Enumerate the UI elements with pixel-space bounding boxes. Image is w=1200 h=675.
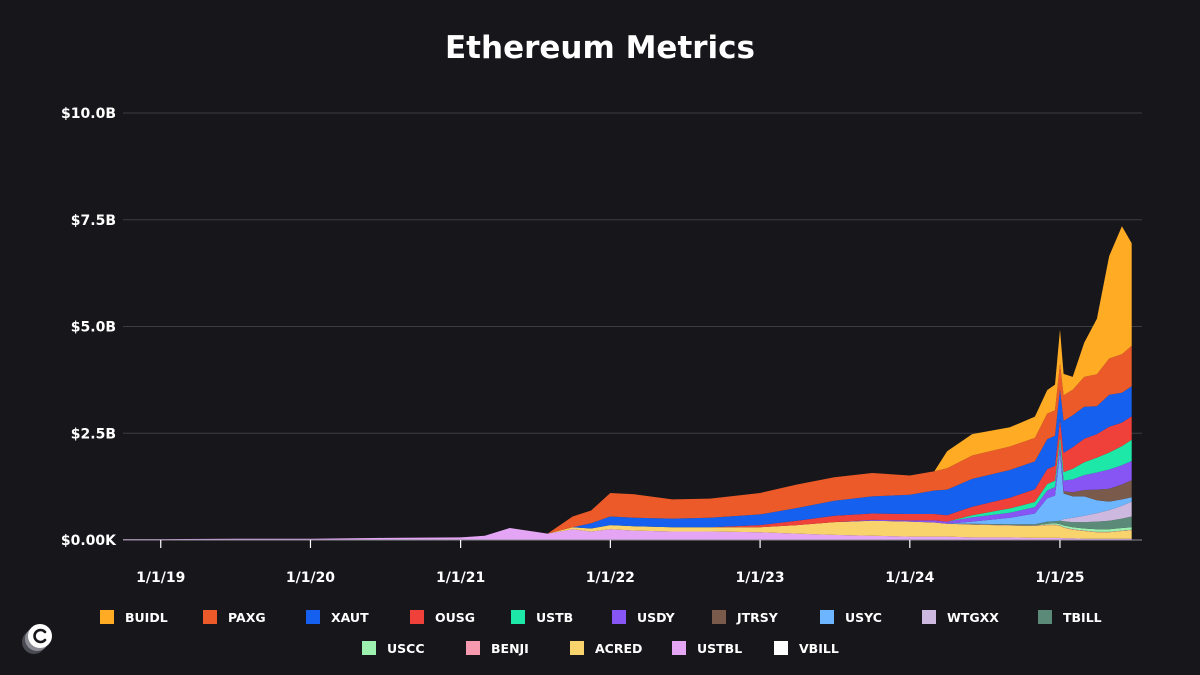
legend-swatch	[100, 610, 114, 624]
legend-label: PAXG	[228, 610, 266, 625]
legend-swatch	[466, 641, 480, 655]
legend-item-buidl: BUIDL	[100, 610, 168, 625]
legend-item-paxg: PAXG	[203, 610, 266, 625]
legend-item-benji: BENJI	[466, 641, 529, 656]
y-tick-label: $5.0B	[71, 320, 116, 336]
x-tick-label: 1/1/19	[136, 570, 185, 586]
legend-item-ousg: OUSG	[410, 610, 475, 625]
x-tick-label: 1/1/22	[586, 570, 635, 586]
legend-label: USTBL	[697, 641, 742, 656]
legend-swatch	[410, 610, 424, 624]
legend-swatch	[774, 641, 788, 655]
legend-swatch	[570, 641, 584, 655]
legend-swatch	[672, 641, 686, 655]
legend-label: ACRED	[595, 641, 642, 656]
legend-item-tbill: TBILL	[1038, 610, 1102, 625]
legend-label: BENJI	[491, 641, 529, 656]
legend-item-acred: ACRED	[570, 641, 642, 656]
legend-label: USCC	[387, 641, 425, 656]
c-logo-icon	[22, 624, 52, 654]
legend-swatch	[362, 641, 376, 655]
legend: BUIDL PAXG XAUT OUSG USTB USDY JTRSY USYC WTGXX T…	[100, 610, 1102, 656]
legend-label: OUSG	[435, 610, 475, 625]
y-tick-label: $2.5B	[71, 426, 116, 442]
legend-swatch	[922, 610, 936, 624]
stacked-areas	[123, 226, 1132, 540]
legend-item-usdy: USDY	[612, 610, 676, 625]
y-tick-label: $7.5B	[71, 213, 116, 229]
x-tick-label: 1/1/21	[436, 570, 485, 586]
legend-item-usyc: USYC	[820, 610, 882, 625]
y-tick-label: $10.0B	[61, 106, 116, 122]
axes: $0.00K $2.5B $5.0B $7.5B $10.0B 1/1/19 1/1/20 1…	[61, 106, 1142, 586]
legend-item-vbill: VBILL	[774, 641, 839, 656]
legend-label: BUIDL	[125, 610, 168, 625]
legend-swatch	[203, 610, 217, 624]
legend-label: USYC	[845, 610, 882, 625]
legend-label: VBILL	[799, 641, 839, 656]
area-acred	[123, 520, 1132, 540]
legend-swatch	[712, 610, 726, 624]
area-paxg	[123, 345, 1132, 540]
legend-label: JTRSY	[736, 610, 779, 625]
gridlines	[123, 112, 1142, 434]
legend-item-wtgxx: WTGXX	[922, 610, 999, 625]
legend-item-ustb: USTB	[511, 610, 573, 625]
legend-swatch	[820, 610, 834, 624]
legend-label: XAUT	[331, 610, 369, 625]
legend-label: USDY	[637, 610, 676, 625]
legend-swatch	[1038, 610, 1052, 624]
legend-swatch	[612, 610, 626, 624]
y-tick-label: $0.00K	[61, 533, 117, 549]
legend-item-uscc: USCC	[362, 641, 425, 656]
legend-label: WTGXX	[947, 610, 999, 625]
legend-swatch	[511, 610, 525, 624]
legend-swatch	[306, 610, 320, 624]
x-tick-label: 1/1/24	[885, 570, 934, 586]
chart-title: Ethereum Metrics	[445, 30, 755, 66]
area-xaut	[123, 386, 1132, 540]
x-tick-label: 1/1/23	[735, 570, 784, 586]
x-tick-label: 1/1/20	[286, 570, 335, 586]
x-tick-label: 1/1/25	[1035, 570, 1084, 586]
legend-item-xaut: XAUT	[306, 610, 369, 625]
legend-item-ustbl: USTBL	[672, 641, 742, 656]
legend-label: USTB	[536, 610, 573, 625]
legend-item-jtrsy: JTRSY	[712, 610, 779, 625]
area-ustbl	[123, 528, 1132, 540]
legend-label: TBILL	[1063, 610, 1102, 625]
